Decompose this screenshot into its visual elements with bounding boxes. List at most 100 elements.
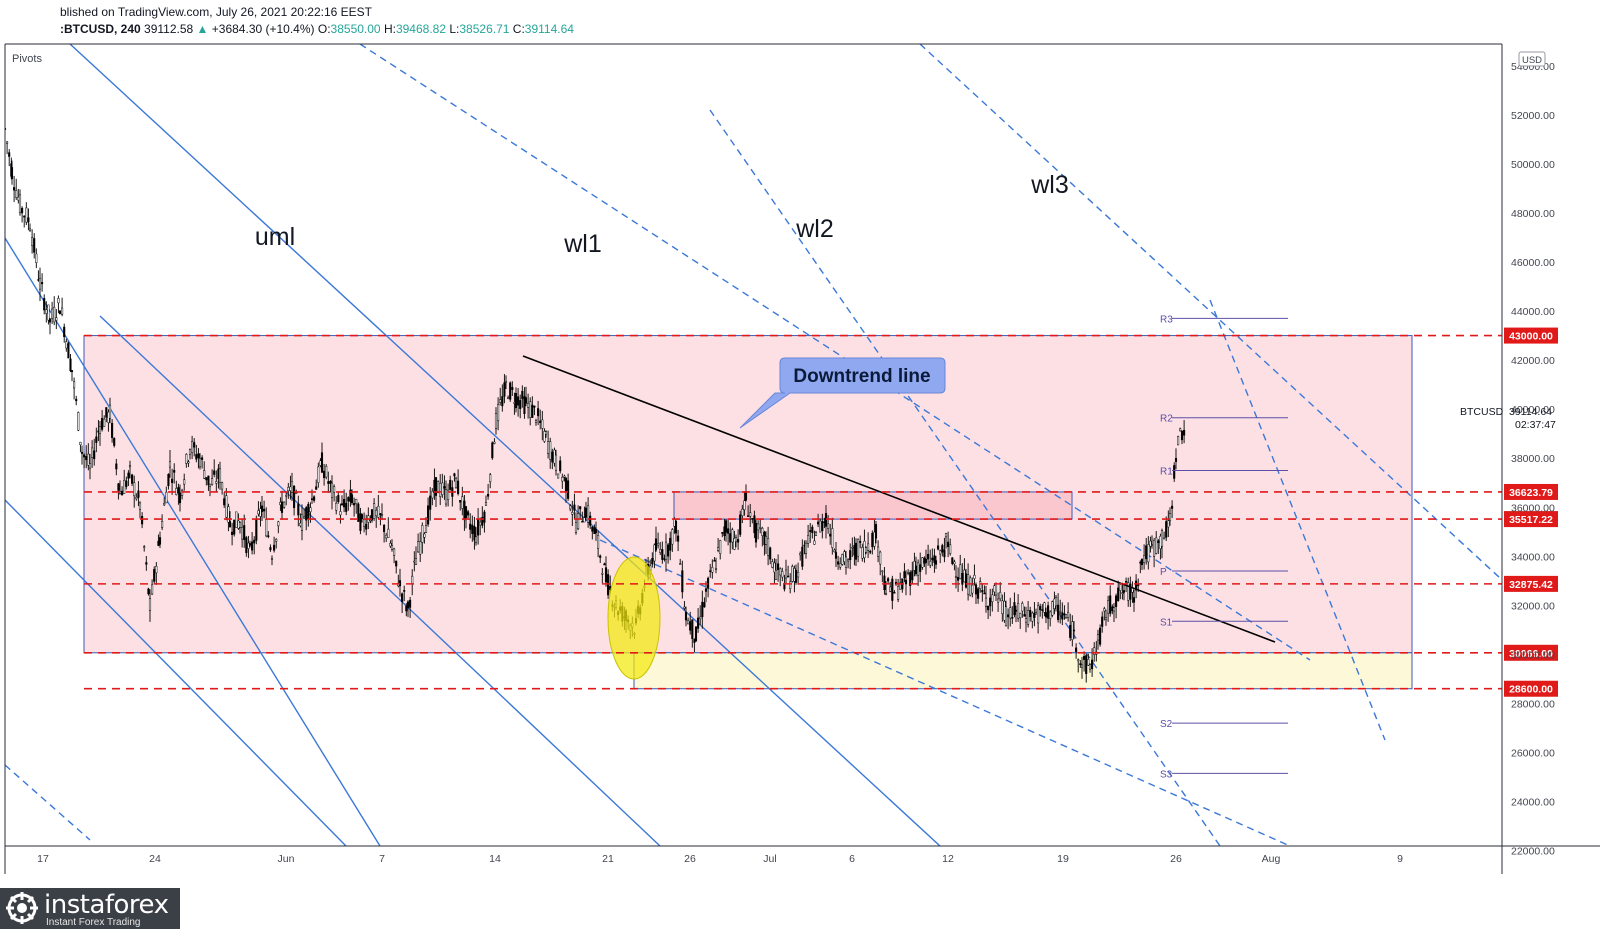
candle-body	[17, 196, 20, 201]
candle-body	[934, 560, 938, 565]
candle-body	[1069, 625, 1072, 638]
candle-body	[814, 532, 818, 536]
candle-body	[474, 536, 478, 543]
candle-body	[1111, 606, 1114, 612]
candle-body	[534, 419, 538, 423]
candle-body	[517, 396, 520, 406]
candle-body	[694, 626, 698, 642]
candle-body	[377, 505, 380, 518]
candle-body	[859, 541, 862, 543]
candle-body	[841, 554, 844, 565]
candle-body	[861, 547, 864, 559]
candle-body	[589, 515, 592, 526]
candle-body	[125, 480, 128, 487]
x-tick-label: Jun	[278, 853, 295, 865]
candle-body	[1112, 607, 1116, 612]
candle-body	[41, 282, 44, 285]
candle-body	[18, 194, 22, 214]
candle-body	[573, 504, 576, 511]
line-label-wl2: wl2	[795, 215, 834, 243]
candle-body	[929, 560, 932, 566]
pivots-indicator-label[interactable]: Pivots	[12, 53, 42, 65]
candle-body	[1093, 647, 1096, 655]
candle-body	[789, 581, 792, 590]
candle-body	[353, 503, 356, 506]
candle-body	[1140, 558, 1144, 565]
candle-body	[417, 541, 420, 553]
candle-body	[989, 597, 992, 607]
candle-body	[971, 584, 974, 594]
candle-body	[563, 475, 566, 478]
candle-body	[431, 490, 434, 499]
candle-body	[163, 503, 166, 506]
y-tick-label: 48000.00	[1511, 208, 1555, 220]
candle-body	[113, 438, 116, 446]
symbol-label[interactable]: :BTCUSD, 240	[60, 22, 141, 36]
candle-body	[1168, 513, 1172, 521]
candle-body	[533, 405, 536, 408]
candle-body	[8, 152, 11, 157]
candle-body	[984, 597, 988, 607]
candle-body	[601, 573, 604, 575]
candle-body	[957, 576, 960, 581]
candle-body	[1177, 436, 1180, 446]
candle-body	[583, 517, 586, 523]
candle-body	[27, 217, 30, 223]
candle-body	[687, 620, 690, 625]
candle-body	[191, 441, 194, 453]
candle-body	[343, 499, 346, 508]
candle-body	[604, 567, 608, 583]
level-badge-value: 43000.00	[1509, 331, 1553, 343]
candle-body	[177, 487, 180, 494]
candle-body	[1033, 612, 1036, 618]
candle-body	[73, 381, 76, 389]
candle-body	[677, 535, 680, 542]
candle-body	[574, 522, 578, 533]
candle-body	[1165, 521, 1168, 538]
x-tick-label: Aug	[1262, 853, 1281, 865]
candle-body	[61, 307, 64, 315]
chart-header: blished on TradingView.com, July 26, 202…	[0, 0, 1600, 44]
candle-body	[751, 518, 754, 520]
current-price-value: 39114.64	[1509, 406, 1552, 418]
level-badge-value: 30066.00	[1509, 648, 1553, 660]
candle-body	[974, 584, 978, 595]
candle-body	[327, 481, 330, 484]
candle-body	[453, 473, 456, 477]
candle-body	[1049, 611, 1052, 619]
candle-body	[198, 458, 202, 468]
candle-body	[854, 542, 858, 560]
candle-body	[243, 525, 246, 540]
candle-body	[1137, 584, 1140, 587]
candle-body	[883, 575, 886, 591]
candle-body	[969, 577, 972, 596]
candle-body	[185, 454, 188, 464]
candle-body	[406, 601, 410, 609]
candle-body	[437, 481, 440, 494]
candle-body	[833, 549, 836, 553]
low-label: L:	[449, 22, 460, 36]
candle-body	[161, 521, 164, 528]
candle-body	[1088, 664, 1092, 670]
candle-body	[471, 524, 474, 534]
candle-body	[1059, 611, 1062, 613]
candle-body	[497, 404, 500, 422]
candle-body	[1157, 540, 1160, 543]
candle-body	[1044, 612, 1048, 618]
candle-body	[1145, 545, 1148, 560]
candle-body	[1027, 610, 1030, 625]
candle-body	[47, 304, 50, 321]
candle-body	[483, 511, 486, 523]
candle-body	[67, 343, 70, 359]
candle-body	[521, 390, 524, 400]
candle-body	[128, 465, 132, 468]
candle-body	[711, 567, 714, 573]
candle-body	[295, 492, 298, 495]
candle-body	[939, 550, 942, 555]
candle-body	[188, 449, 192, 455]
x-tick-label: 26	[684, 853, 696, 865]
candle-body	[697, 617, 700, 629]
candle-body	[691, 619, 694, 639]
candle-body	[313, 496, 316, 501]
